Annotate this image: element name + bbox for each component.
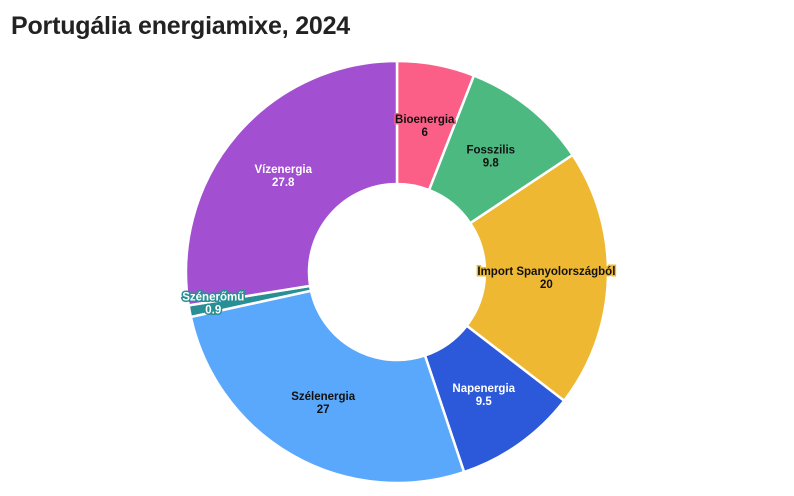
donut-slices xyxy=(184,59,610,485)
slice-import-spanyolorszagbol[interactable] xyxy=(465,153,610,403)
slice-value: 9.8 xyxy=(483,158,500,170)
slice-value: 9.5 xyxy=(476,396,493,408)
slice-name: Szélenergia xyxy=(291,391,356,403)
slice-value: 27.8 xyxy=(272,177,295,189)
slice-name: Import Spanyolországból xyxy=(477,266,615,278)
slice-vizenergia[interactable] xyxy=(184,59,399,307)
slice-name: Bioenergia xyxy=(395,114,455,126)
slice-value: 0.9 xyxy=(205,305,221,317)
slice-name: Napenergia xyxy=(452,383,515,395)
slice-value: 27 xyxy=(317,404,330,416)
chart-title: Portugália energiamixe, 2024 xyxy=(11,12,351,40)
slice-szelenergia[interactable] xyxy=(189,289,466,485)
slice-name: Fosszilis xyxy=(466,145,515,157)
slice-name: Szénerőmű xyxy=(182,292,244,304)
slice-value: 20 xyxy=(540,279,553,291)
slice-name: Vízenergia xyxy=(254,164,312,176)
slice-value: 6 xyxy=(422,127,428,139)
